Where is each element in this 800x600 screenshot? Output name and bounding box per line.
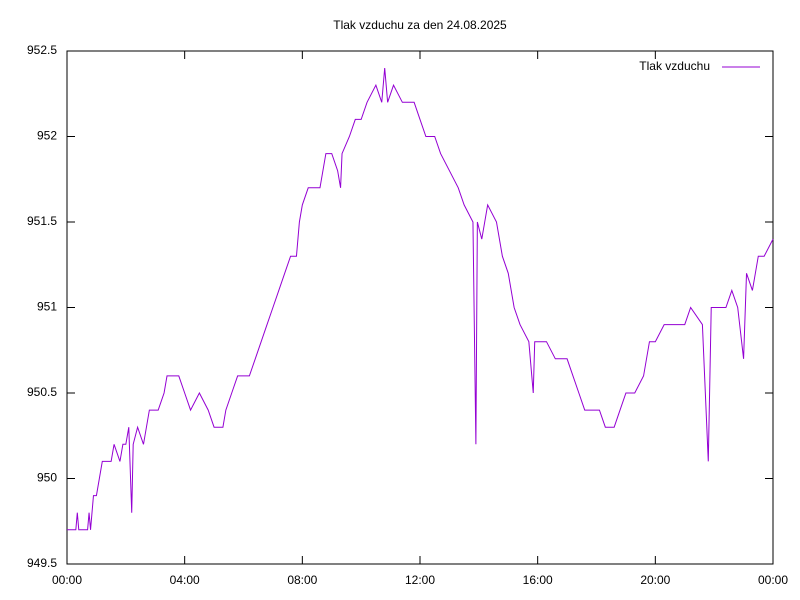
x-tick-label: 12:00 (405, 573, 435, 587)
y-tick-label: 950.5 (27, 385, 57, 399)
y-tick-label: 952 (37, 129, 57, 143)
x-tick-label: 00:00 (758, 573, 788, 587)
x-tick-label: 20:00 (640, 573, 670, 587)
x-tick-label: 16:00 (523, 573, 553, 587)
x-tick-label: 00:00 (52, 573, 82, 587)
y-tick-label: 952.5 (27, 43, 57, 57)
data-line (67, 68, 774, 531)
y-tick-label: 951.5 (27, 214, 57, 228)
y-tick-label: 949.5 (27, 556, 57, 570)
chart-title: Tlak vzduchu za den 24.08.2025 (333, 18, 507, 32)
x-tick-label: 04:00 (170, 573, 200, 587)
y-tick-label: 951 (37, 300, 57, 314)
y-tick-label: 950 (37, 471, 57, 485)
legend-label: Tlak vzduchu (639, 59, 710, 73)
x-tick-label: 08:00 (287, 573, 317, 587)
plot-border (66, 50, 774, 565)
